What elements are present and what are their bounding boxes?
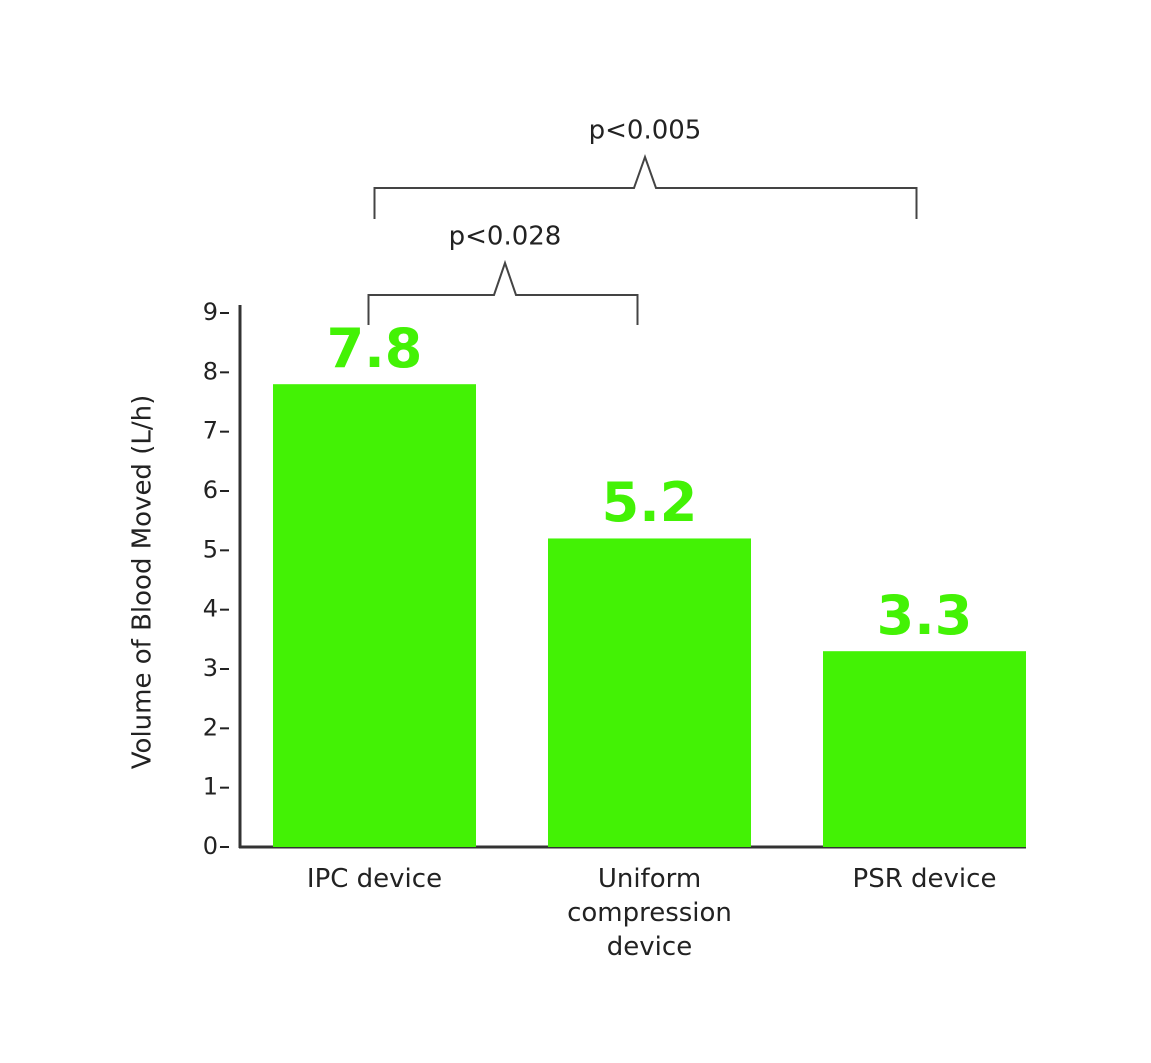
x-tick-label: IPC device — [306, 864, 443, 894]
bar — [548, 538, 751, 847]
x-tick-label-box: PSR device — [852, 864, 997, 894]
x-tick-label-box: IPC device — [306, 864, 443, 894]
y-tick-label: 4 — [203, 595, 218, 623]
bar — [823, 651, 1026, 847]
x-tick-label: Uniform compression device — [567, 864, 732, 962]
y-axis-title: Volume of Blood Moved (L/h) — [128, 395, 158, 769]
y-tick-label: 8 — [203, 357, 218, 385]
significance-bracket — [367, 259, 639, 325]
annotation: p<0.028 — [449, 222, 562, 252]
x-tick-label: PSR device — [852, 864, 997, 894]
y-tick-label: 1 — [203, 773, 218, 801]
y-tick-label: 3 — [203, 654, 218, 682]
y-tick-label: 0 — [203, 832, 218, 860]
x-tick-label-box: Uniform compression device — [567, 864, 732, 962]
bar — [273, 384, 476, 847]
y-tick-label: 2 — [203, 713, 218, 741]
y-tick-label: 7 — [203, 417, 218, 445]
y-tick-label: 9 — [203, 298, 218, 326]
value-label: 5.2 — [602, 471, 698, 534]
value-label: 7.8 — [327, 317, 423, 380]
value-label: 3.3 — [877, 584, 973, 647]
y-tick-label: 6 — [203, 476, 218, 504]
significance-bracket — [373, 154, 918, 219]
annotation: p<0.005 — [589, 116, 702, 146]
y-tick-label: 5 — [203, 535, 218, 563]
